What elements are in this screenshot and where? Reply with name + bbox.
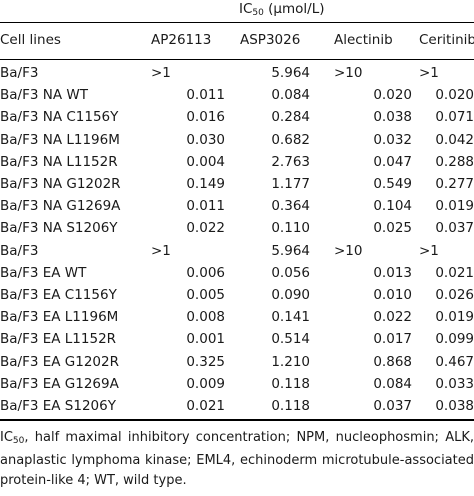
cell-ceritinib: 0.288 [435,153,474,170]
cell-ap26113: 0.011 [186,198,225,215]
cell-asp3026: 5.964 [271,242,310,259]
cell-ceritinib: 0.033 [435,375,474,392]
cell-alectinib: >10 [334,242,363,259]
cell-asp3026: 1.177 [271,176,310,192]
header-group-rule [0,22,474,23]
cell-ceritinib: 0.071 [435,109,474,126]
cell-line-label: Ba/F3 EA L1196M [0,309,119,326]
cell-ap26113: 0.005 [186,287,225,303]
cell-alectinib: 0.025 [373,220,412,237]
cell-ceritinib: 0.020 [435,87,474,104]
cell-asp3026: 0.682 [271,131,310,148]
cell-asp3026: 0.090 [271,287,310,303]
cell-asp3026: 0.514 [271,331,310,348]
cell-ap26113: >1 [151,242,171,259]
cell-line-label: Ba/F3 EA C1156Y [0,287,117,303]
cell-line-label: Ba/F3 EA S1206Y [0,398,116,414]
cell-alectinib: 0.084 [373,375,412,392]
cell-ap26113: 0.006 [186,264,225,281]
cell-line-label: Ba/F3 NA L1152R [0,153,118,170]
cell-alectinib: 0.037 [373,398,412,414]
cell-ap26113: 0.149 [186,176,225,192]
header-ceritinib: Ceritinib [419,32,474,48]
cell-ceritinib: 0.026 [435,287,474,303]
cell-ceritinib: 0.042 [435,131,474,148]
header-alectinib: Alectinib [334,32,393,48]
cell-ap26113: 0.001 [186,331,225,348]
header-ap26113: AP26113 [151,32,212,48]
cell-line-label: Ba/F3 NA S1206Y [0,220,118,237]
cell-ceritinib: 0.467 [435,353,474,370]
table-footnote: IC50, half maximal inhibitory concentrat… [0,428,474,491]
header-asp3026: ASP3026 [240,32,301,48]
cell-alectinib: 0.010 [373,287,412,303]
cell-alectinib: 0.104 [373,198,412,215]
cell-asp3026: 0.118 [271,375,310,392]
ic-unit: (μmol/L) [263,1,325,17]
ic-subscript: 50 [252,8,264,18]
cell-asp3026: 0.141 [271,309,310,326]
cell-ceritinib: 0.038 [435,398,474,414]
ic-prefix: IC [239,1,253,17]
cell-line-label: Ba/F3 EA L1152R [0,331,117,348]
cell-asp3026: 0.118 [271,398,310,414]
cell-line-label: Ba/F3 NA WT [0,87,88,104]
cell-ap26113: 0.004 [186,153,225,170]
cell-line-label: Ba/F3 [0,65,39,81]
cell-asp3026: 0.084 [271,87,310,104]
cell-alectinib: 0.022 [373,309,412,326]
cell-ap26113: 0.030 [186,131,225,148]
cell-alectinib: 0.549 [373,176,412,192]
cell-ceritinib: >1 [419,242,439,259]
cell-asp3026: 1.210 [271,353,310,370]
cell-line-label: Ba/F3 NA G1269A [0,198,121,215]
cell-alectinib: 0.047 [373,153,412,170]
cell-ap26113: 0.022 [186,220,225,237]
cell-asp3026: 0.110 [271,220,310,237]
cell-asp3026: 5.964 [271,65,310,81]
cell-line-label: Ba/F3 [0,242,39,259]
cell-line-label: Ba/F3 NA C1156Y [0,109,119,126]
cell-ceritinib: 0.021 [435,264,474,281]
cell-ceritinib: 0.037 [435,220,474,237]
cell-ceritinib: 0.019 [435,198,474,215]
cell-ap26113: 0.011 [186,87,225,104]
ic50-group-header: IC50 (μmol/L) [239,0,325,22]
cell-ap26113: 0.325 [186,353,225,370]
cell-alectinib: 0.038 [373,109,412,126]
header-bottom-rule [0,59,474,60]
cell-alectinib: 0.032 [373,131,412,148]
cell-ap26113: >1 [151,65,171,81]
table-bottom-rule [0,419,474,421]
cell-ap26113: 0.016 [186,109,225,126]
cell-alectinib: 0.017 [373,331,412,348]
cell-line-label: Ba/F3 EA WT [0,264,87,281]
cell-asp3026: 2.763 [271,153,310,170]
footnote-text: , half maximal inhibitory concentration;… [0,430,474,488]
cell-alectinib: 0.013 [373,264,412,281]
cell-ap26113: 0.021 [186,398,225,414]
cell-ceritinib: >1 [419,65,439,81]
cell-ap26113: 0.008 [186,309,225,326]
header-cell-lines: Cell lines [0,32,61,48]
cell-line-label: Ba/F3 EA G1269A [0,375,119,392]
cell-asp3026: 0.284 [271,109,310,126]
cell-asp3026: 0.056 [271,264,310,281]
cell-line-label: Ba/F3 NA G1202R [0,176,121,192]
cell-alectinib: 0.868 [373,353,412,370]
cell-alectinib: 0.020 [373,87,412,104]
cell-ceritinib: 0.277 [435,176,474,192]
footnote-ic-prefix: IC [0,430,13,445]
cell-line-label: Ba/F3 NA L1196M [0,131,120,148]
cell-ceritinib: 0.019 [435,309,474,326]
cell-asp3026: 0.364 [271,198,310,215]
cell-ceritinib: 0.099 [435,331,474,348]
cell-line-label: Ba/F3 EA G1202R [0,353,119,370]
cell-ap26113: 0.009 [186,375,225,392]
cell-alectinib: >10 [334,65,363,81]
footnote-ic-subscript: 50 [12,436,25,446]
